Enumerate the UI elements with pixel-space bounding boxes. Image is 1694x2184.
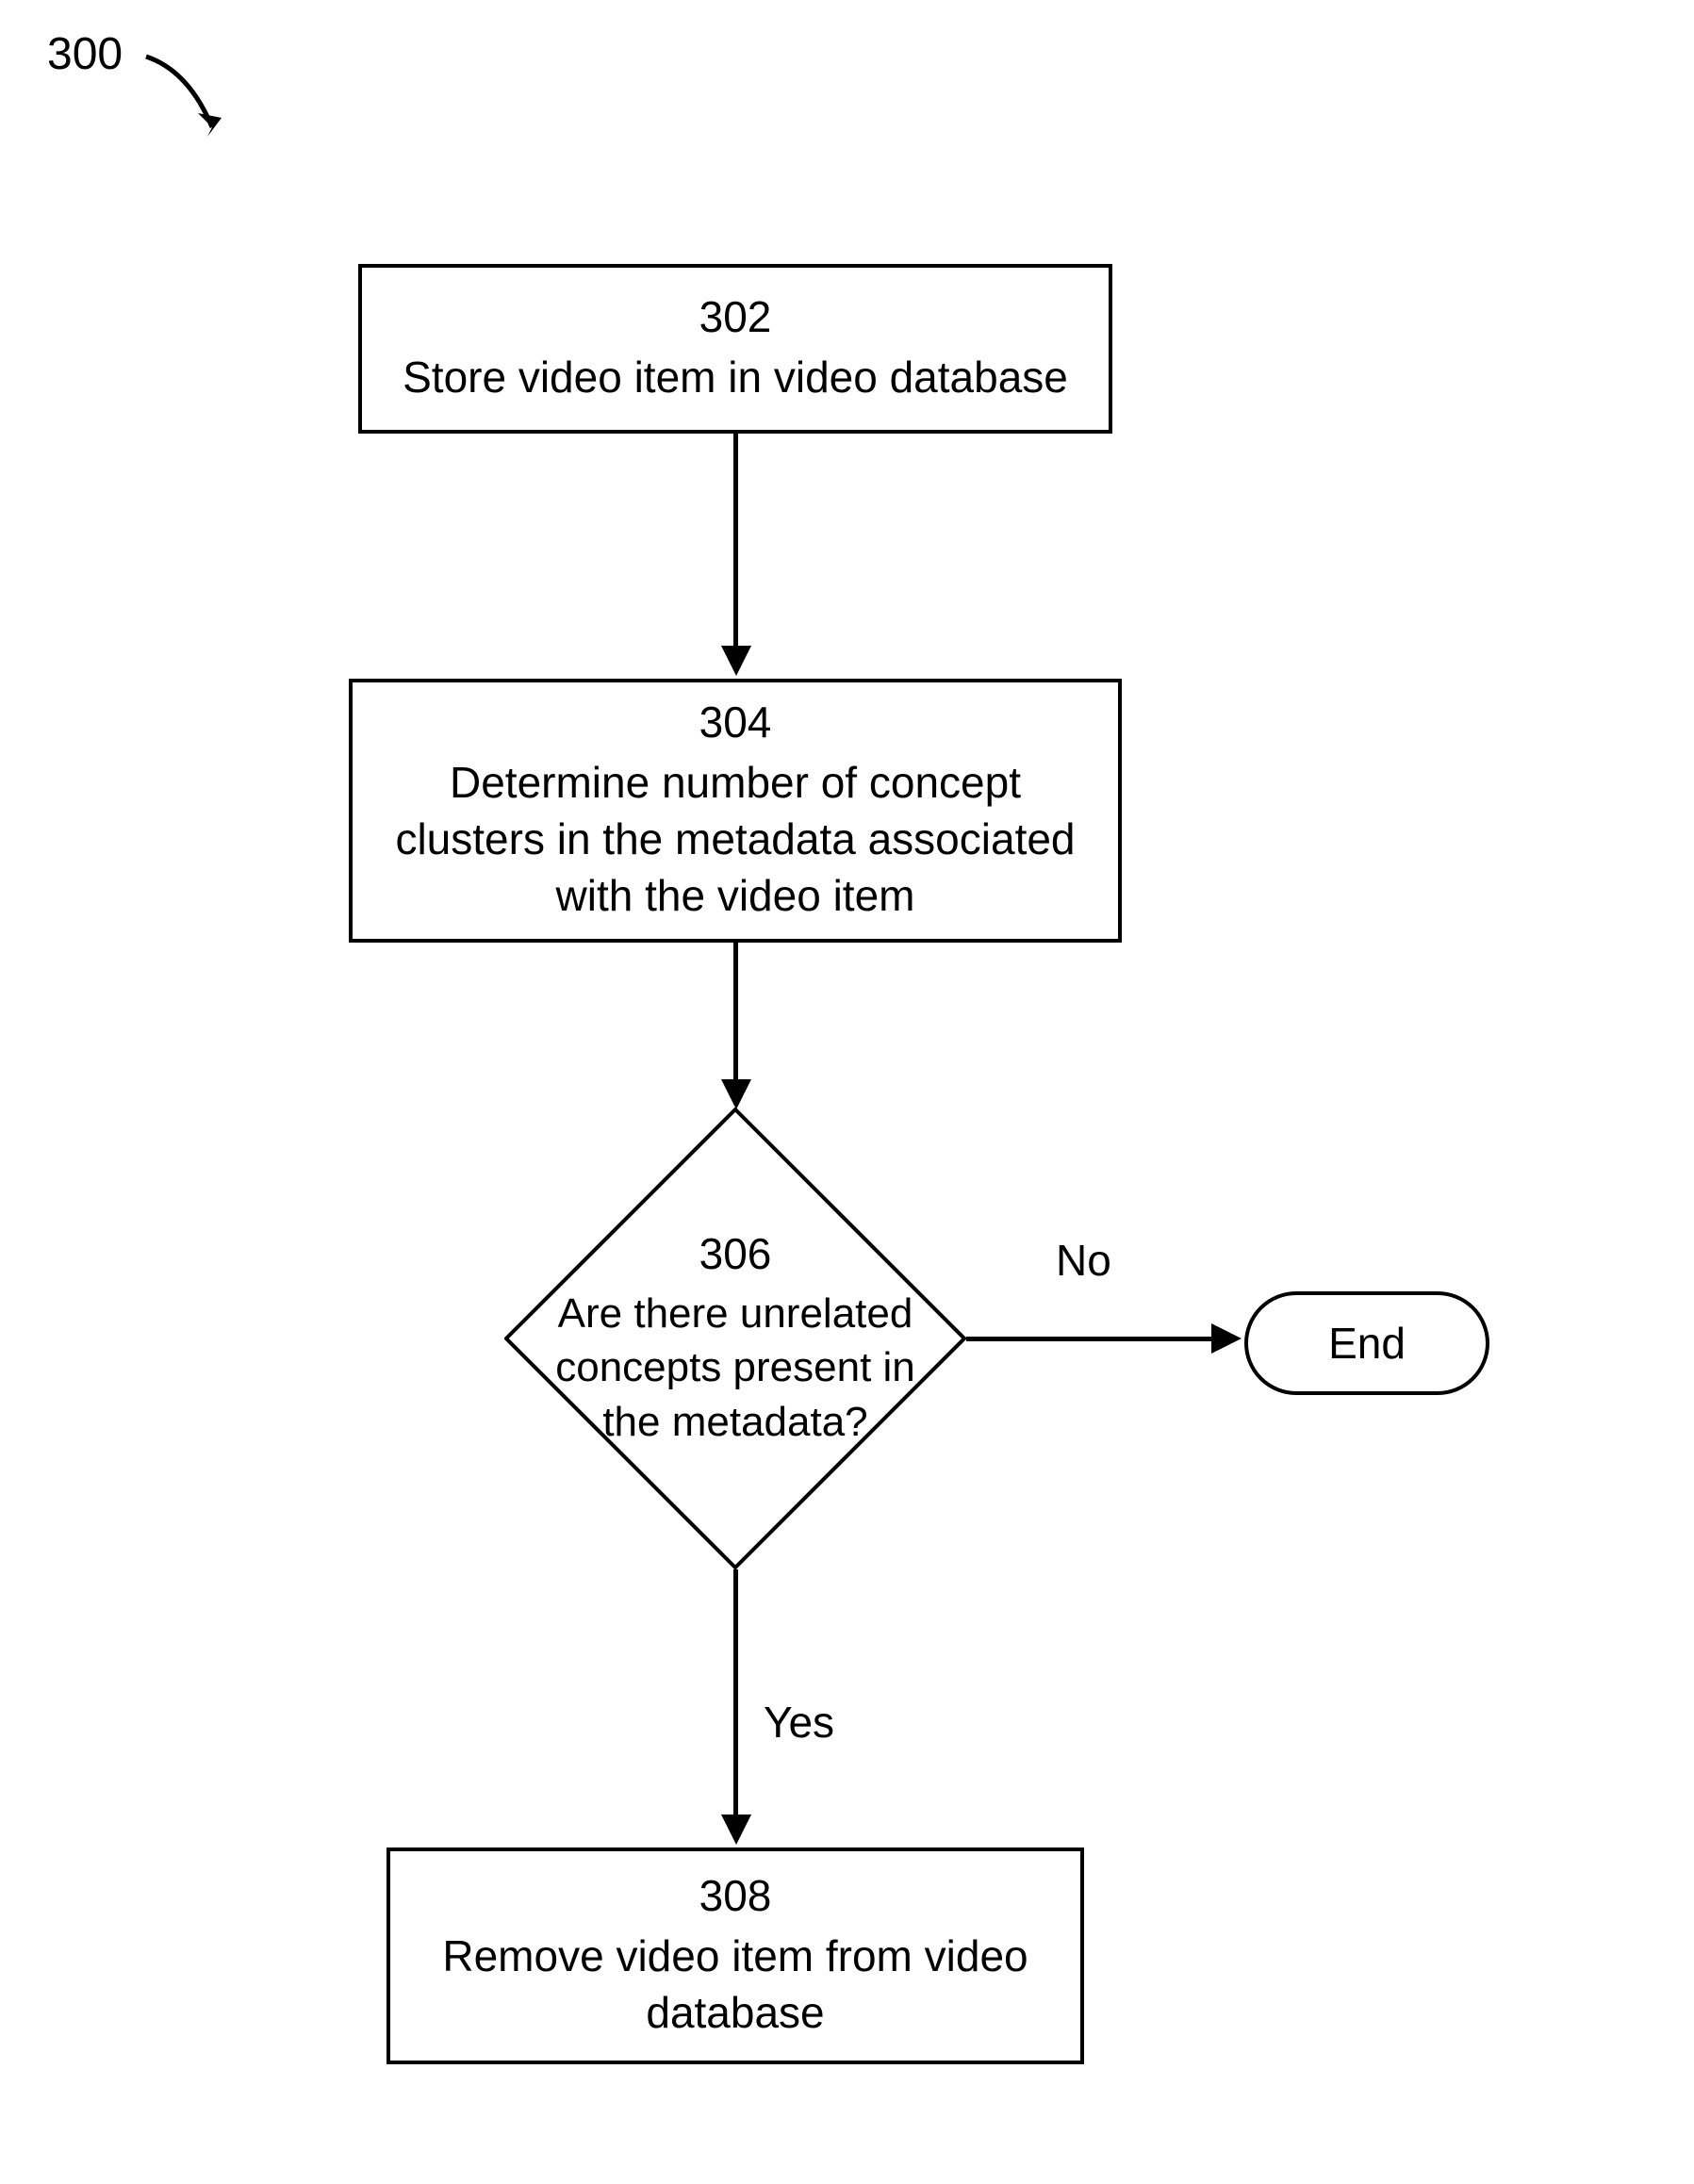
figure-label: 300 xyxy=(47,28,123,80)
process-box-308: 308 Remove video item from video databas… xyxy=(386,1847,1084,2064)
curved-arrow-icon xyxy=(132,42,245,156)
terminator-text: End xyxy=(1328,1318,1406,1369)
edge-label-no: No xyxy=(1056,1235,1111,1286)
box-number-304: 304 xyxy=(699,697,772,747)
arrowhead-304-306 xyxy=(721,1079,751,1109)
arrow-304-306 xyxy=(733,943,738,1084)
arrowhead-306-end xyxy=(1211,1323,1242,1354)
box-text-308: Remove video item from video database xyxy=(419,1929,1052,2042)
process-box-304: 304 Determine number of concept clusters… xyxy=(349,679,1122,943)
edge-label-yes: Yes xyxy=(764,1697,834,1748)
terminator-end: End xyxy=(1244,1291,1489,1395)
flowchart-container: 300 302 Store video item in video databa… xyxy=(0,0,1694,2184)
box-text-304: Determine number of concept clusters in … xyxy=(381,755,1090,924)
figure-number: 300 xyxy=(47,29,123,79)
box-number-308: 308 xyxy=(699,1870,772,1921)
box-text-302: Store video item in video database xyxy=(403,350,1068,406)
arrow-306-308 xyxy=(733,1569,738,1819)
arrow-302-304 xyxy=(733,434,738,650)
arrow-306-end xyxy=(966,1337,1216,1341)
arrowhead-302-304 xyxy=(721,646,751,676)
process-box-302: 302 Store video item in video database xyxy=(358,264,1112,434)
decision-diamond-306 xyxy=(504,1108,966,1569)
arrowhead-306-308 xyxy=(721,1815,751,1845)
box-number-302: 302 xyxy=(699,291,772,342)
